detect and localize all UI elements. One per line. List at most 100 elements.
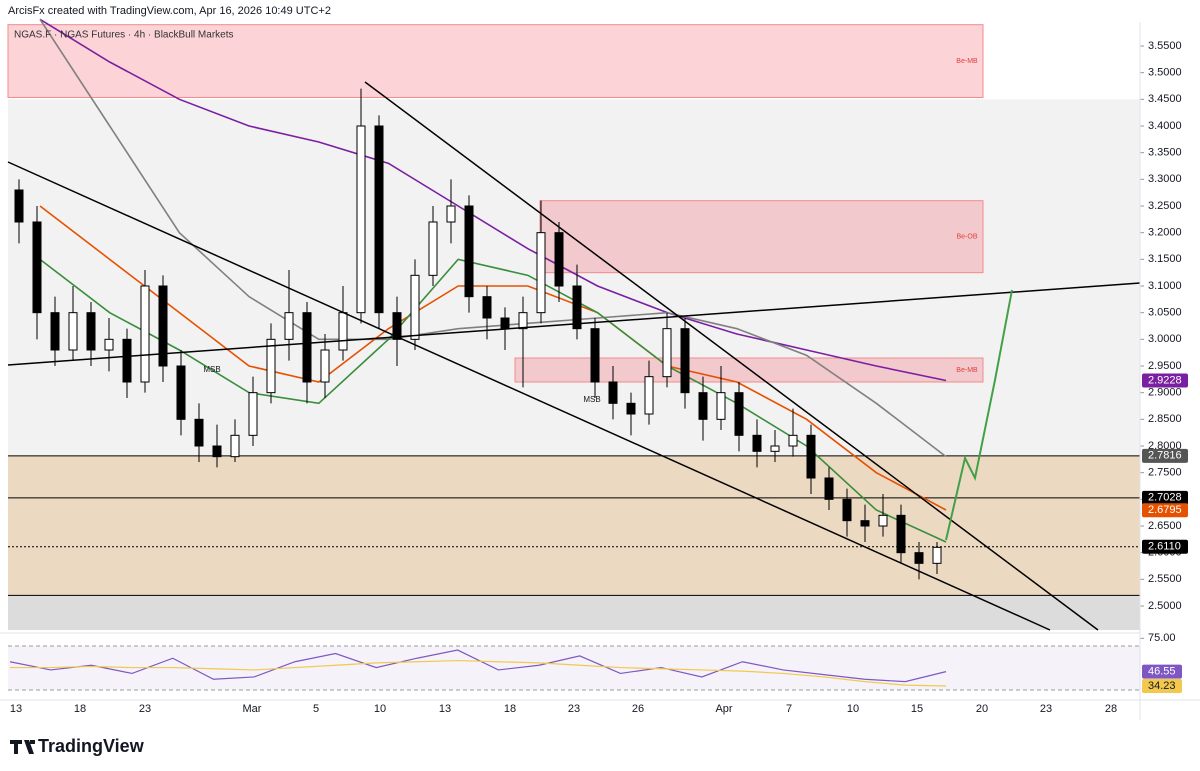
candle-body [50,312,60,351]
moving-average [39,205,947,511]
symbol-title: NGAS.F · NGAS Futures · 4h · BlackBull M… [14,30,234,41]
trendline [7,282,1141,366]
candle-body [842,498,852,522]
y-tick-label: 3.4000 [1148,120,1182,132]
x-tick-label: 28 [1105,703,1117,715]
candle-body [518,312,528,330]
candle-body [644,376,654,415]
annotation: MSB [583,395,600,404]
y-tick-label: 3.2000 [1148,227,1182,239]
candle-body [734,392,744,436]
candle-body [860,520,870,527]
zone-label: Be-MB [956,367,978,374]
y-tick-label: 3.0000 [1148,333,1182,345]
candle-body [572,285,582,330]
rsi-tag-label: 34.23 [1148,680,1176,692]
candle-body [554,232,564,287]
candle-body [662,328,672,378]
moving-average [39,18,947,458]
rsi-line [9,649,947,683]
candle-body [914,552,924,564]
x-tick-label: 5 [313,703,319,715]
price-tag [1142,373,1188,388]
price-tag-label: 2.6110 [1148,541,1181,553]
candle-body [140,285,150,383]
x-tick-label: 13 [439,703,451,715]
y-tick-label: 3.5000 [1148,67,1182,79]
rsi-line [10,659,947,687]
x-tick-label: 26 [632,703,644,715]
candle-body [194,418,204,447]
candle-body [158,285,168,367]
candle-body [482,296,492,319]
candle-body [248,392,258,436]
x-tick-label: 20 [976,703,988,715]
x-tick-label: Mar [243,703,262,715]
candle-body [176,365,186,420]
candle-body [14,189,24,223]
y-tick-label: 3.1500 [1148,253,1182,265]
candle-body [338,312,348,351]
candle-body [752,434,762,452]
x-tick-label: 15 [911,703,923,715]
zone-label: Be-OB [956,234,977,241]
x-tick-label: 10 [847,703,859,715]
candle-body [68,312,78,351]
candle-body [626,402,636,415]
candle-body [806,434,816,479]
x-tick-label: 10 [374,703,386,715]
candle-body [500,317,510,330]
band [8,99,1140,456]
candle-body [356,125,366,314]
x-tick-label: 18 [504,703,516,715]
candle-body [608,381,618,404]
x-tick-label: 23 [139,703,151,715]
candle-body [392,312,402,340]
candle-body [716,392,726,420]
candle-body [32,221,42,314]
supply-zone [7,24,984,98]
y-tick-label: 3.3000 [1148,173,1182,185]
price-tag-label: 2.7816 [1148,450,1182,462]
y-tick-label: 2.9000 [1148,387,1182,399]
y-tick-label: 2.7500 [1148,467,1182,479]
projection [945,289,1013,541]
x-tick-label: 23 [1040,703,1052,715]
candle-body [86,312,96,351]
candle-body [698,392,708,420]
y-tick-label: 2.9500 [1148,360,1182,372]
rsi-tag [1142,679,1182,694]
candle-body [104,338,114,351]
rsi-tag [1142,664,1182,679]
candle-body [932,546,942,564]
price-tag [1142,448,1188,463]
candle-body [788,434,798,447]
candle-body [896,514,906,554]
x-tick-label: 13 [10,703,22,715]
logo: TradingView [10,736,145,756]
trendlines [7,81,1141,631]
x-tick-label: 18 [74,703,86,715]
candle-body [428,221,438,276]
backdrop [8,99,1140,630]
header: ArcisFx created with TradingView.com, Ap… [8,5,331,17]
brand: TradingView [38,736,145,756]
candle-body [446,205,456,223]
candle-body [374,125,384,314]
price-tag-label: 2.6795 [1148,504,1182,516]
candle-body [230,434,240,458]
y-tick-label: 2.5000 [1148,600,1182,612]
candle-body [302,312,312,383]
candle-body [680,328,690,394]
plot: 2.50002.55002.60002.65002.70002.75002.80… [7,18,1188,715]
trendline [7,161,1051,631]
y-tick-label: 3.3500 [1148,147,1182,159]
rsi-tag-label: 46.55 [1148,666,1176,678]
price-tag-label: 2.7028 [1148,492,1182,504]
x-tick-label: Apr [715,703,732,715]
y-tick-label: 2.5500 [1148,573,1182,585]
y-tick-label: 2.8500 [1148,413,1182,425]
price-tag-label: 2.9228 [1148,374,1182,386]
y-tick-label: 75.00 [1148,632,1176,644]
y-tick-label: 2.6500 [1148,520,1182,532]
